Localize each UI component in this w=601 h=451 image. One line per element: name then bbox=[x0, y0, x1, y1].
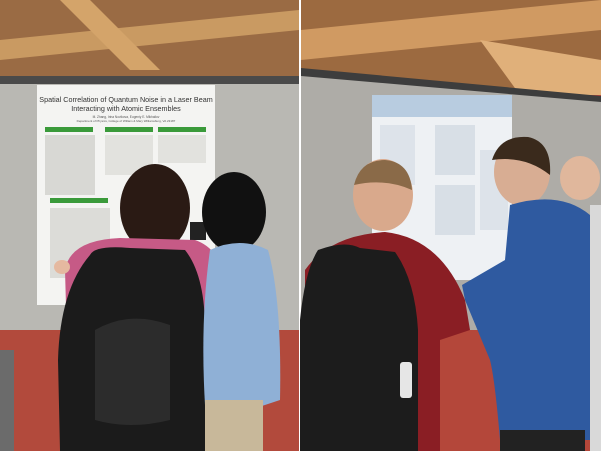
ceiling-panel bbox=[480, 40, 601, 95]
hair bbox=[120, 164, 190, 252]
qr-code bbox=[190, 222, 206, 240]
poster-header bbox=[372, 95, 512, 117]
left-photo: Spatial Correlation of Quantum Noise in … bbox=[0, 0, 299, 451]
poster-affiliation: Department of Physics, College of Willia… bbox=[77, 119, 176, 123]
poster-title: Spatial Correlation of Quantum Noise in … bbox=[39, 95, 212, 104]
edge-figure bbox=[0, 350, 14, 451]
section-header bbox=[158, 127, 206, 132]
hand bbox=[54, 260, 70, 274]
blue-jacket bbox=[462, 199, 599, 440]
pants bbox=[205, 400, 263, 451]
poster-title: Interacting with Atomic Ensembles bbox=[71, 104, 181, 113]
figure bbox=[435, 185, 475, 235]
section-header bbox=[50, 198, 108, 203]
pants bbox=[500, 430, 585, 451]
right-photo bbox=[300, 0, 601, 451]
figure bbox=[158, 135, 206, 163]
hair bbox=[492, 136, 551, 175]
divider bbox=[299, 0, 301, 451]
blue-shirt bbox=[203, 243, 281, 410]
section-header bbox=[45, 127, 93, 132]
head bbox=[560, 156, 600, 200]
ceiling-beam bbox=[301, 0, 601, 60]
hair bbox=[202, 172, 266, 252]
water-bottle bbox=[400, 362, 412, 398]
text-block bbox=[45, 135, 95, 195]
ceiling-beam bbox=[0, 10, 299, 60]
backpack bbox=[300, 244, 418, 451]
ceiling-beam bbox=[60, 0, 160, 70]
backpack-pocket bbox=[95, 318, 170, 425]
board-frame bbox=[0, 76, 299, 84]
edge-figure bbox=[590, 205, 601, 451]
figure bbox=[435, 125, 475, 175]
board-frame bbox=[301, 68, 601, 102]
poster-authors: M. Zhang, Irina Novikova, Eugeniy E. Mik… bbox=[93, 115, 160, 119]
hair bbox=[354, 160, 412, 190]
section-header bbox=[105, 127, 153, 132]
